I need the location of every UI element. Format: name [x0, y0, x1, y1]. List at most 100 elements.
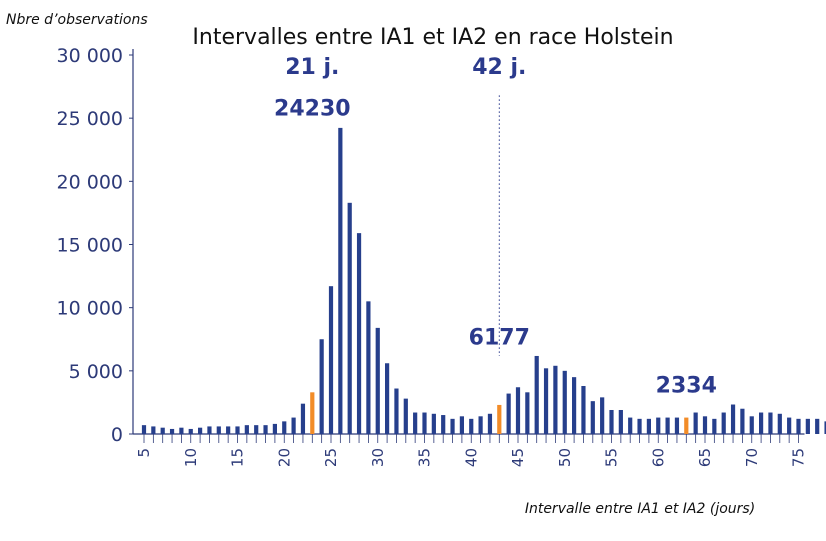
bar: [375, 327, 380, 434]
bar: [646, 418, 651, 434]
axes: 0 5 000 10 000 15 000 20 000 25 000 30 000 5 10 1…: [57, 45, 808, 467]
bar: [310, 392, 315, 434]
bar: [431, 413, 436, 434]
bar: [515, 387, 521, 434]
x-tick-label: 10: [182, 448, 200, 467]
bar: [422, 412, 427, 434]
bar: [674, 417, 680, 434]
y-tick-label: 25 000: [57, 108, 123, 130]
bar: [179, 427, 184, 434]
bar: [478, 416, 483, 434]
bar: [338, 127, 343, 434]
x-tick-label: 20: [275, 448, 293, 467]
bar: [328, 286, 334, 434]
bar: [198, 427, 203, 434]
bar: [543, 368, 549, 434]
bar: [459, 416, 464, 434]
chart-title: Intervalles entre IA1 et IA2 en race Hol…: [192, 25, 673, 50]
y-axis-label: Nbre d’observations: [6, 12, 148, 28]
bar: [628, 417, 633, 434]
y-tick-label: 15 000: [57, 235, 123, 257]
bar: [487, 413, 493, 434]
y-tick-label: 20 000: [57, 171, 123, 193]
bar: [656, 417, 661, 434]
bar: [525, 392, 530, 434]
x-tick-label: 5: [135, 448, 153, 458]
bar: [347, 202, 352, 434]
bar: [141, 425, 147, 434]
bar: [403, 398, 408, 434]
bar: [702, 416, 708, 434]
bar: [291, 417, 296, 434]
bar: [226, 426, 231, 434]
bar: [169, 428, 175, 434]
x-tick-label: 55: [603, 448, 621, 467]
bar: [759, 412, 764, 434]
bar: [300, 403, 306, 434]
bar: [506, 393, 511, 434]
x-tick-label: 50: [556, 448, 574, 467]
y-tick-label: 30 000: [57, 45, 123, 67]
bar: [600, 397, 605, 434]
bar: [824, 421, 826, 434]
y-tick-label: 5 000: [69, 361, 123, 383]
bar: [609, 409, 614, 434]
bar: [216, 426, 221, 434]
bar: [787, 417, 792, 434]
annotation-label: 6177: [469, 325, 530, 350]
annotations: 21 j. 24230 42 j. 6177 2334: [274, 55, 717, 398]
x-tick-label: 60: [649, 448, 667, 467]
annotation-label: 24230: [274, 97, 351, 122]
bar: [366, 301, 371, 434]
bar: [805, 418, 810, 434]
bar: [385, 363, 390, 434]
bar: [562, 370, 567, 434]
bar: [730, 404, 736, 434]
x-tick-label: 75: [790, 448, 808, 467]
bars: [141, 127, 826, 434]
bar: [815, 418, 820, 434]
bar: [272, 423, 277, 434]
y-tick-label: 0: [111, 424, 123, 446]
bar: [244, 425, 249, 434]
bar: [441, 415, 446, 434]
y-tick-label: 10 000: [57, 298, 123, 320]
bar: [712, 418, 717, 434]
x-axis-label: Intervalle entre IA1 et IA2 (jours): [525, 501, 755, 517]
x-tick-label: 40: [462, 448, 480, 467]
bar: [618, 409, 623, 434]
bar: [721, 412, 726, 434]
bar: [235, 426, 240, 434]
bar: [590, 401, 595, 434]
x-tick-label: 25: [322, 448, 340, 467]
bar: [693, 412, 698, 434]
x-tick-label: 35: [416, 448, 434, 467]
bar: [282, 421, 287, 434]
bar: [207, 426, 212, 434]
bar: [684, 417, 689, 434]
bar: [572, 377, 577, 434]
bar: [796, 418, 801, 434]
annotation-label: 2334: [656, 373, 717, 398]
bar: [188, 428, 193, 434]
bar: [740, 408, 745, 434]
bar: [581, 385, 586, 434]
x-tick-label: 15: [229, 448, 247, 467]
bar: [777, 413, 782, 434]
bar: [151, 426, 156, 434]
bar: [469, 418, 474, 434]
x-tick-label: 30: [369, 448, 387, 467]
annotation-label: 42 j.: [472, 55, 526, 80]
bar: [553, 365, 558, 434]
x-tick-label: 65: [696, 448, 714, 467]
bar: [413, 412, 418, 434]
bar: [534, 355, 539, 434]
bar: [263, 425, 268, 434]
bar: [637, 418, 642, 434]
bar: [497, 404, 502, 434]
x-tick-label: 70: [743, 448, 761, 467]
bar: [394, 388, 399, 434]
bar: [665, 417, 670, 434]
bar: [768, 412, 773, 434]
